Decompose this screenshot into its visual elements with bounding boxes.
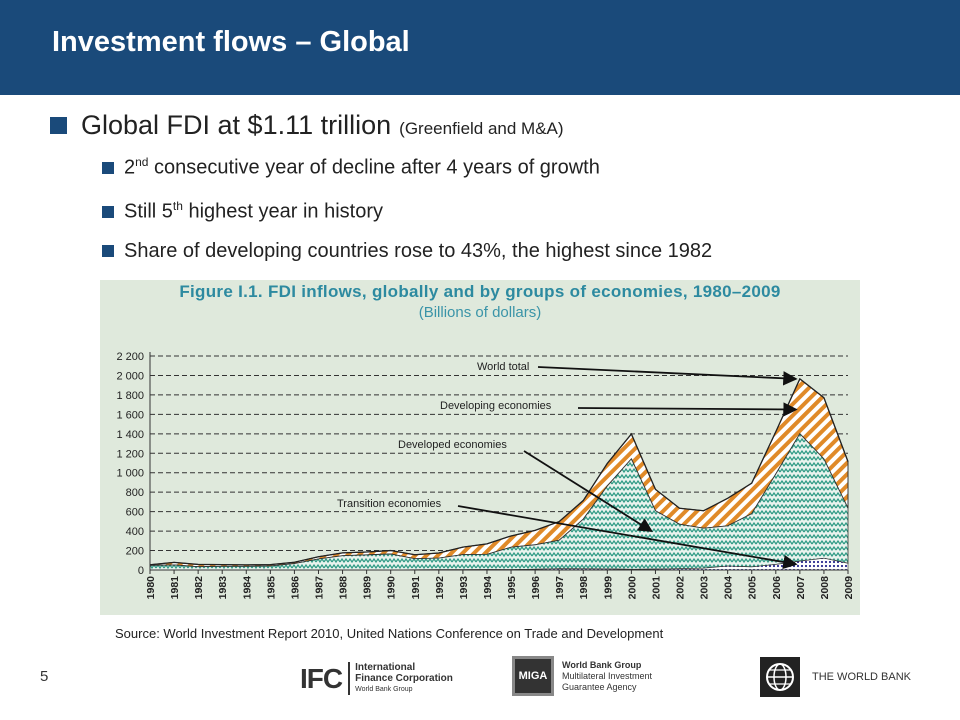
- y-tick-label: 2 000: [116, 370, 144, 382]
- x-tick-label: 1987: [313, 576, 325, 600]
- bullet-square-icon: [102, 161, 114, 174]
- ifc-logo-text: International Finance Corporation World …: [348, 662, 453, 695]
- miga-logo-text: World Bank Group Multilateral Investment…: [562, 660, 652, 693]
- x-tick-label: 1981: [169, 576, 181, 600]
- sub-bullet-1-sup: nd: [135, 155, 149, 169]
- x-tick-label: 1990: [386, 576, 398, 600]
- x-tick-label: 2004: [723, 576, 735, 600]
- x-tick-label: 1991: [410, 576, 422, 600]
- x-tick-label: 1982: [193, 576, 205, 600]
- ifc-line-3: World Bank Group: [355, 686, 413, 693]
- y-tick-label: 1 200: [116, 448, 144, 460]
- x-tick-label: 1999: [602, 576, 614, 600]
- chart-title: Figure I.1. FDI inflows, globally and by…: [179, 282, 781, 301]
- sub-bullet-3: Share of developing countries rose to 43…: [102, 240, 712, 263]
- x-tick-label: 1984: [241, 576, 253, 600]
- x-tick-label: 1995: [506, 576, 518, 600]
- x-tick-label: 2005: [747, 576, 759, 600]
- sub-bullet-1: 2nd consecutive year of decline after 4 …: [102, 155, 600, 180]
- page-title: Investment flows – Global: [52, 26, 410, 58]
- source-note: Source: World Investment Report 2010, Un…: [115, 626, 664, 641]
- sub-bullet-2: Still 5th highest year in history: [102, 199, 383, 224]
- sub-bullet-2-pre: Still 5: [124, 200, 173, 223]
- x-tick-label: 2003: [699, 576, 711, 600]
- ifc-line-1: International: [355, 662, 416, 673]
- fdi-area-chart: 0 200 400 600 800 1 000 1 200 1 400 1 600 1 800 2 …: [116, 351, 855, 600]
- x-tick-label: 2001: [650, 576, 662, 600]
- miga-logo: MIGA World Bank Group Multilateral Inves…: [512, 656, 652, 696]
- x-tick-label: 2006: [771, 576, 783, 600]
- x-tick-label: 1988: [338, 576, 350, 600]
- x-tick-label: 1983: [217, 576, 229, 600]
- x-tick-label: 1997: [554, 576, 566, 600]
- x-tick-label: 1998: [578, 576, 590, 600]
- x-tick-label: 1992: [434, 576, 446, 600]
- sub-bullet-1-post: consecutive year of decline after 4 year…: [148, 156, 600, 179]
- main-bullet-paren: (Greenfield and M&A): [399, 119, 564, 138]
- x-tick-label: 1993: [458, 576, 470, 600]
- globe-icon: [760, 657, 800, 697]
- y-tick-label: 400: [126, 526, 144, 538]
- x-tick-label: 1985: [265, 576, 277, 600]
- x-tick-label: 1986: [289, 576, 301, 600]
- header-bar: Investment flows – Global: [0, 0, 960, 95]
- bullet-square-icon: [50, 117, 67, 134]
- x-tick-label: 2002: [675, 576, 687, 600]
- y-tick-label: 200: [126, 546, 144, 558]
- y-tick-label: 800: [126, 487, 144, 499]
- ifc-logo-mark: IFC: [300, 662, 343, 694]
- x-tick-label: 2000: [626, 576, 638, 600]
- miga-logo-mark: MIGA: [512, 656, 554, 696]
- annotation-arrow: [457, 505, 798, 570]
- chart-subtitle: (Billions of dollars): [418, 304, 542, 321]
- x-tick-label: 2007: [795, 576, 807, 600]
- annotation-label: Transition economies: [337, 498, 442, 510]
- world-bank-label: THE WORLD BANK: [812, 671, 912, 683]
- y-tick-label: 1 400: [116, 429, 144, 441]
- x-tick-label: 1980: [145, 576, 157, 600]
- y-tick-label: 1 600: [116, 409, 144, 421]
- annotation-arrow: [537, 366, 798, 386]
- y-tick-label: 0: [138, 565, 144, 577]
- sub-bullet-1-pre: 2: [124, 156, 136, 179]
- annotation-label: Developed economies: [398, 439, 507, 451]
- page-number: 5: [40, 668, 49, 685]
- ifc-logo: IFC International Finance Corporation Wo…: [300, 662, 453, 695]
- bullet-square-icon: [102, 205, 114, 218]
- y-tick-label: 1 800: [116, 390, 144, 402]
- x-tick-label: 1989: [362, 576, 374, 600]
- miga-line-1: Multilateral Investment: [562, 670, 653, 681]
- world-bank-logo: THE WORLD BANK: [760, 657, 911, 697]
- series-world-total-line: [149, 377, 849, 566]
- annotation-arrow: [523, 450, 653, 533]
- y-tick-label: 1 000: [116, 468, 144, 480]
- sub-bullet-3-text: Share of developing countries rose to 43…: [124, 240, 713, 262]
- ifc-line-2: Finance Corporation: [355, 673, 453, 684]
- main-bullet: Global FDI at $1.11 trillion (Greenfield…: [50, 110, 564, 141]
- bullet-square-icon: [102, 245, 114, 257]
- y-tick-label: 2 200: [116, 351, 144, 363]
- main-bullet-text: Global FDI at $1.11 trillion: [81, 110, 392, 140]
- annotation-label: Developing economies: [440, 400, 552, 412]
- x-tick-label: 2009: [843, 576, 855, 600]
- miga-title: World Bank Group: [562, 659, 642, 670]
- x-tick-label: 1994: [482, 576, 494, 600]
- annotation-arrow: [577, 402, 798, 417]
- x-tick-label: 2008: [819, 576, 831, 600]
- x-tick-label: 1996: [530, 576, 542, 600]
- sub-bullet-2-sup: th: [172, 199, 183, 213]
- y-tick-label: 600: [126, 507, 144, 519]
- annotation-label: World total: [477, 361, 529, 373]
- miga-line-2: Guarantee Agency: [562, 681, 637, 692]
- sub-bullet-2-post: highest year in history: [182, 200, 384, 223]
